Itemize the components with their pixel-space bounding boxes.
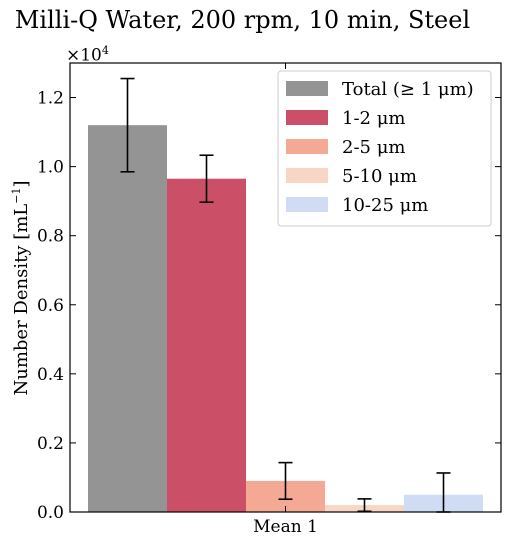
legend-label-5: 10-25 μm xyxy=(342,195,428,216)
y-tick-label-5: 1.0 xyxy=(37,158,64,178)
chart-title: Milli-Q Water, 200 rpm, 10 min, Steel xyxy=(14,6,471,34)
y-tick-label-1: 0.2 xyxy=(37,434,64,454)
y-axis-multiplier: ×104 xyxy=(66,44,109,66)
bar-2 xyxy=(167,178,246,512)
legend-swatch-3 xyxy=(286,139,328,154)
legend-label-4: 5-10 μm xyxy=(342,166,417,187)
axes-group: 0.0 0.2 0.4 0.6 0.8 1.0 1.2 Mean 1 xyxy=(37,62,502,537)
legend-swatch-2 xyxy=(286,110,328,125)
y-tick-label-6: 1.2 xyxy=(37,89,64,109)
legend-swatch-1 xyxy=(286,81,328,96)
x-tick-label-0: Mean 1 xyxy=(253,517,318,537)
legend: Total (≥ 1 μm) 1-2 μm 2-5 μm 5-10 μm 10-25 μ… xyxy=(277,70,492,227)
legend-box xyxy=(277,70,492,227)
y-tick-label-3: 0.6 xyxy=(37,296,64,316)
legend-swatch-4 xyxy=(286,168,328,183)
y-axis-multiplier-base: ×10 xyxy=(66,45,102,66)
y-axis-multiplier-exponent: 4 xyxy=(101,44,109,57)
y-tick-label-0: 0.0 xyxy=(37,503,64,523)
bar-1 xyxy=(88,125,167,513)
y-tick-label-4: 0.8 xyxy=(37,227,64,247)
legend-label-3: 2-5 μm xyxy=(342,137,405,158)
y-tick-label-2: 0.4 xyxy=(37,365,64,385)
legend-swatch-5 xyxy=(286,197,328,212)
legend-label-1: Total (≥ 1 μm) xyxy=(342,79,474,100)
legend-label-2: 1-2 μm xyxy=(342,108,405,129)
